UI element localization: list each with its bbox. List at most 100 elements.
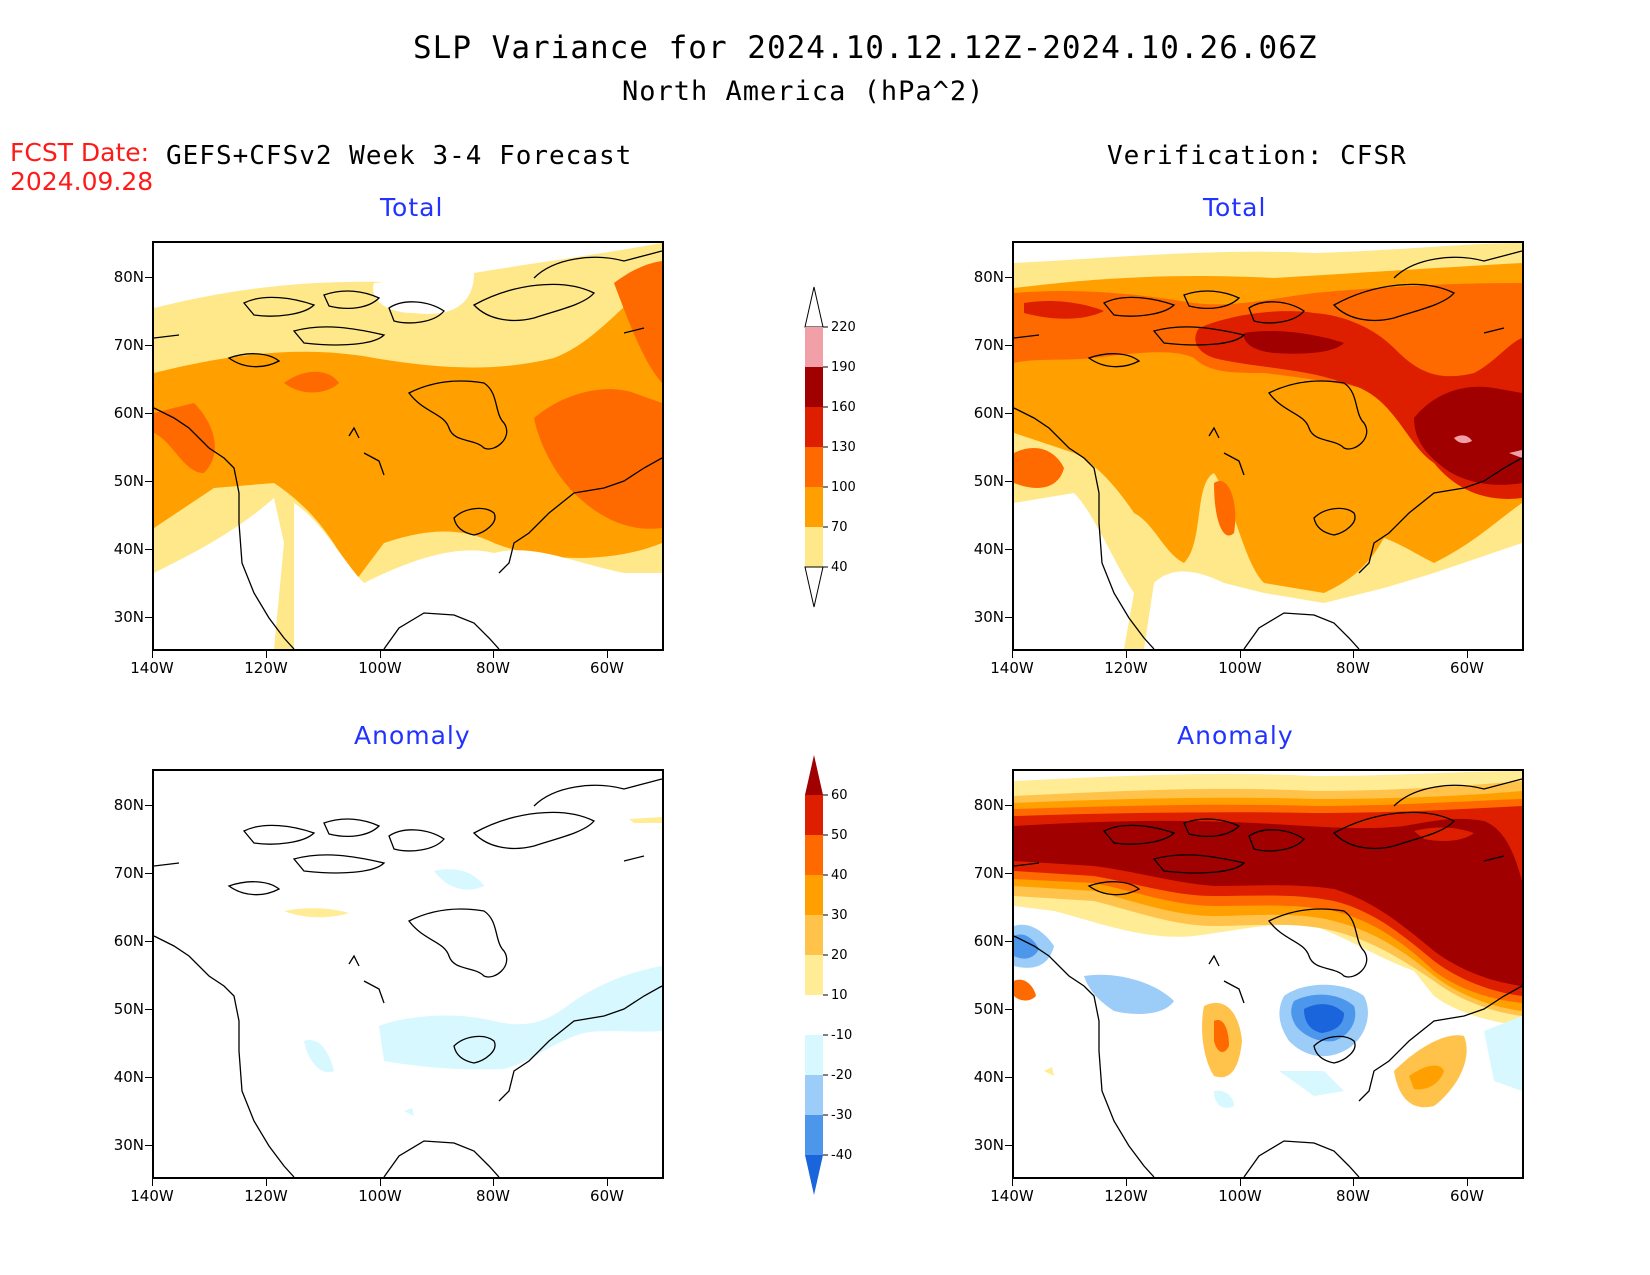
lon-tick-label: 60W [590, 659, 624, 677]
lon-tick [380, 1179, 381, 1186]
lon-tick [1353, 651, 1354, 658]
colorbar-total-segment [805, 367, 823, 407]
colorbar-total-segment [805, 447, 823, 487]
colorbar-total-top-arrow [804, 286, 824, 328]
lat-tick-label: 50N [113, 1000, 144, 1018]
map-verification-total [1012, 241, 1524, 651]
map-forecast-anomaly [152, 769, 664, 1179]
lon-tick-label: 80W [1336, 659, 1370, 677]
colorbar-total-label: 70 [831, 520, 848, 535]
lat-tick [145, 345, 152, 346]
colorbar-anomaly-segment [805, 1035, 823, 1075]
map-forecast-total [152, 241, 664, 651]
lat-tick [1005, 873, 1012, 874]
lat-tick [1005, 805, 1012, 806]
lat-tick [145, 941, 152, 942]
lat-tick-label: 50N [973, 1000, 1004, 1018]
panel-title-forecast-total: Total [380, 193, 444, 222]
colorbar-anomaly-segment [805, 955, 823, 995]
lat-tick-label: 30N [113, 1136, 144, 1154]
colorbar-anomaly-label: 10 [831, 988, 848, 1003]
lon-tick [1240, 651, 1241, 658]
lat-tick [1005, 481, 1012, 482]
colorbar-total: 220 190 160 130 100 70 40 [804, 286, 856, 608]
figure-subtitle: North America (hPa^2) [622, 76, 985, 107]
lon-tick-label: 80W [476, 659, 510, 677]
colorbar-anomaly-label: 60 [831, 788, 848, 803]
lat-tick-label: 60N [113, 404, 144, 422]
lat-tick-label: 50N [113, 472, 144, 490]
forecast-header: GEFS+CFSv2 Week 3-4 Forecast [166, 141, 633, 171]
lon-tick [493, 651, 494, 658]
lat-tick-label: 50N [973, 472, 1004, 490]
lat-tick-label: 70N [113, 864, 144, 882]
colorbar-total-segment [805, 527, 823, 567]
lon-tick [152, 1179, 153, 1186]
colorbar-anomaly-top-arrow [805, 755, 823, 795]
lat-tick-label: 80N [973, 796, 1004, 814]
lat-tick-label: 30N [973, 1136, 1004, 1154]
lat-tick [145, 873, 152, 874]
lat-tick [145, 1145, 152, 1146]
lon-tick [493, 1179, 494, 1186]
colorbar-total-segment [805, 407, 823, 447]
colorbar-anomaly-label: -30 [831, 1108, 852, 1123]
lon-tick [607, 651, 608, 658]
lat-tick-label: 40N [973, 540, 1004, 558]
lat-tick [145, 617, 152, 618]
lon-tick-label: 120W [1104, 1187, 1148, 1205]
colorbar-anomaly-segment [805, 1075, 823, 1115]
lon-tick-label: 60W [590, 1187, 624, 1205]
colorbar-anomaly-label: 40 [831, 868, 848, 883]
lat-tick-label: 30N [973, 608, 1004, 626]
map-verification-anomaly [1012, 769, 1524, 1179]
colorbar-anomaly-bottom-arrow [805, 1155, 823, 1195]
colorbar-total-label: 130 [831, 440, 856, 455]
lat-tick-label: 80N [973, 268, 1004, 286]
lon-tick-label: 100W [1218, 1187, 1262, 1205]
lat-tick [145, 1009, 152, 1010]
colorbar-anomaly-segment [805, 795, 823, 835]
lat-tick [145, 277, 152, 278]
colorbar-anomaly-label: 30 [831, 908, 848, 923]
lat-tick-label: 40N [973, 1068, 1004, 1086]
colorbar-anomaly-label: -40 [831, 1148, 852, 1163]
lon-tick [607, 1179, 608, 1186]
lon-tick-label: 140W [990, 659, 1034, 677]
lon-tick-label: 60W [1450, 1187, 1484, 1205]
lon-tick-label: 60W [1450, 659, 1484, 677]
lon-tick [1353, 1179, 1354, 1186]
lon-tick [1126, 651, 1127, 658]
fcst-date-value: 2024.09.28 [10, 167, 154, 196]
colorbar-total-label: 100 [831, 480, 856, 495]
lat-tick [1005, 941, 1012, 942]
lat-tick [1005, 617, 1012, 618]
lat-tick [1005, 277, 1012, 278]
lat-tick-label: 80N [113, 796, 144, 814]
lat-tick [145, 1077, 152, 1078]
figure-title: SLP Variance for 2024.10.12.12Z-2024.10.… [413, 30, 1318, 66]
colorbar-anomaly-label: -10 [831, 1028, 852, 1043]
verification-header: Verification: CFSR [1107, 141, 1407, 171]
colorbar-anomaly-segment [805, 1115, 823, 1155]
lat-tick-label: 70N [113, 336, 144, 354]
lat-tick [1005, 1009, 1012, 1010]
lon-tick-label: 80W [1336, 1187, 1370, 1205]
colorbar-anomaly-label: 50 [831, 828, 848, 843]
colorbar-total-bottom-arrow [804, 566, 824, 608]
lon-tick [266, 1179, 267, 1186]
fcst-date-block: FCST Date: 2024.09.28 [10, 138, 153, 196]
colorbar-anomaly-label: 20 [831, 948, 848, 963]
colorbar-anomaly-segment [805, 875, 823, 915]
lat-tick-label: 40N [113, 540, 144, 558]
lon-tick [1467, 1179, 1468, 1186]
lon-tick [1240, 1179, 1241, 1186]
lat-tick-label: 70N [973, 336, 1004, 354]
colorbar-anomaly-segment [805, 835, 823, 875]
lon-tick-label: 100W [1218, 659, 1262, 677]
panel-title-verification-total: Total [1203, 193, 1267, 222]
colorbar-total-segment [805, 327, 823, 367]
lon-tick-label: 120W [244, 659, 288, 677]
lat-tick-label: 40N [113, 1068, 144, 1086]
lon-tick-label: 100W [358, 1187, 402, 1205]
